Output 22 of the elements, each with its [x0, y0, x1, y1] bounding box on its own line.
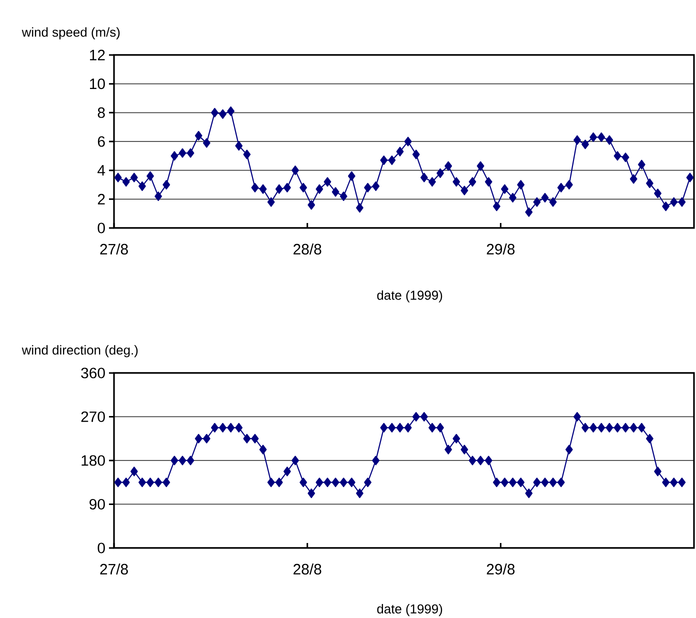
y-tick-label: 8 — [98, 107, 105, 118]
y-axis-title: wind speed (m/s) — [22, 27, 120, 40]
x-tick-label: 29/8 — [486, 244, 515, 254]
y-tick-label: 2 — [98, 194, 105, 204]
y-axis-title: wind direction (deg.) — [22, 345, 138, 358]
x-axis-title: date (1999) — [377, 604, 442, 616]
y-tick-label: 270 — [81, 411, 105, 422]
y-tick-label: 4 — [98, 165, 106, 176]
y-tick-label: 10 — [90, 78, 105, 90]
y-tick-label: 0 — [98, 222, 105, 234]
x-tick-label: 29/8 — [486, 564, 515, 574]
x-tick-label: 27/8 — [100, 244, 128, 254]
x-tick-label: 27/8 — [100, 564, 128, 574]
x-axis-title: date (1999) — [377, 290, 442, 302]
x-tick-label: 28/8 — [294, 244, 322, 254]
y-tick-label: 360 — [81, 368, 105, 378]
y-tick-label: 180 — [82, 455, 105, 466]
x-tick-label: 28/8 — [294, 564, 322, 574]
y-tick-label: 12 — [90, 50, 105, 60]
y-tick-label: 0 — [98, 542, 105, 554]
y-tick-label: 6 — [98, 136, 105, 147]
y-tick-label: 90 — [90, 498, 105, 510]
